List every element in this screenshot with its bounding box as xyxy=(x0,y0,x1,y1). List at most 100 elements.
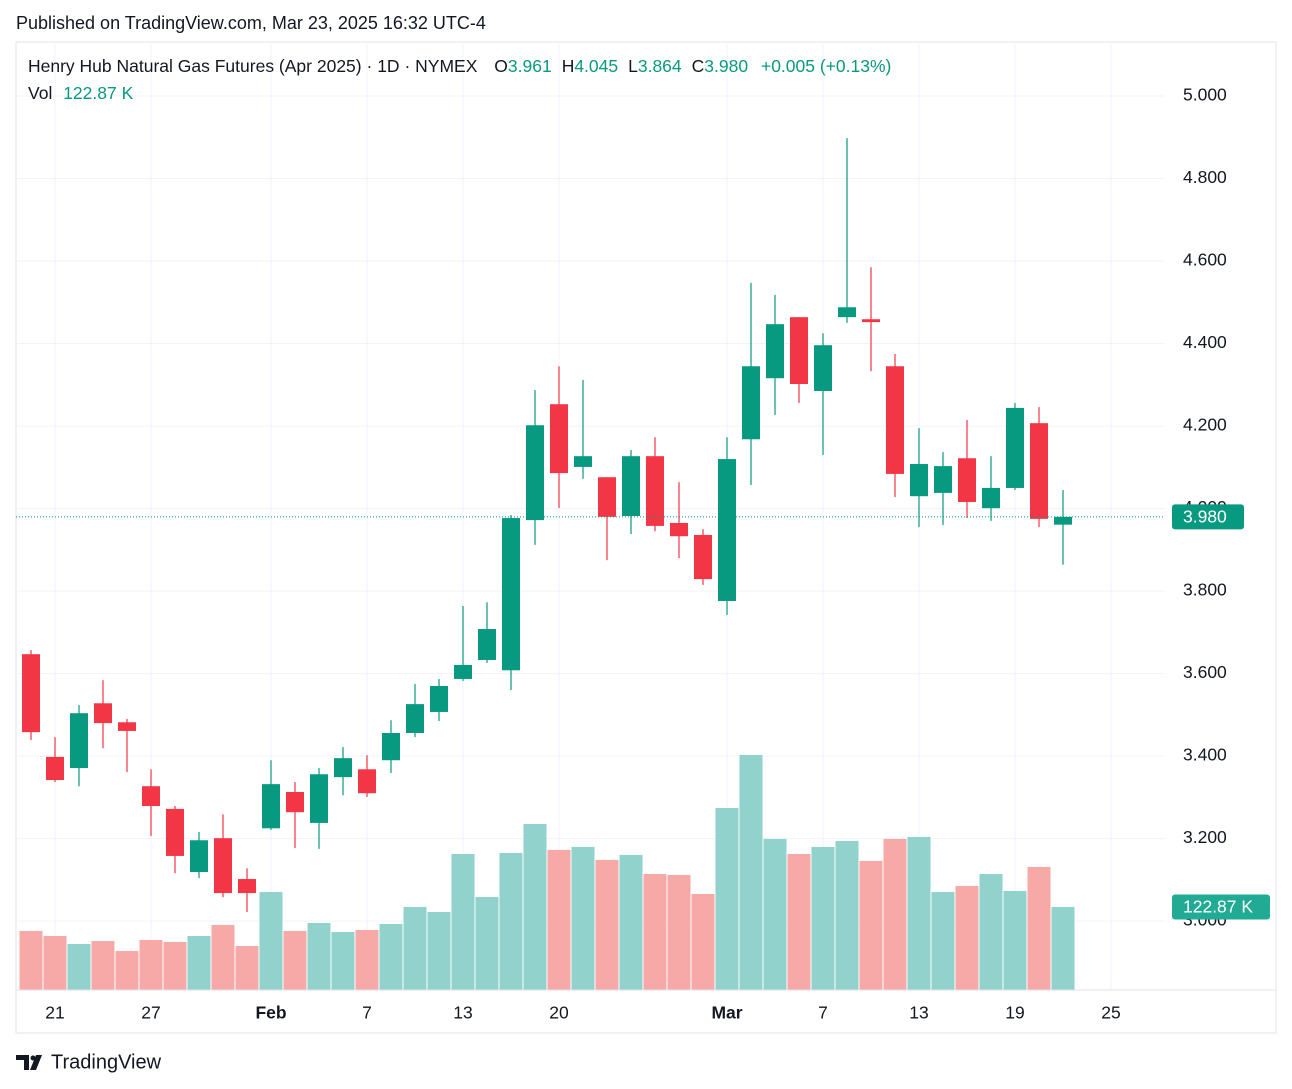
candle-body xyxy=(910,464,928,497)
brand-name: TradingView xyxy=(51,1051,162,1073)
volume-bar xyxy=(763,838,787,990)
volume-bar xyxy=(859,860,883,990)
y-tick-label: 3.200 xyxy=(1183,827,1227,847)
ohlc-value: 4.045 xyxy=(574,56,619,76)
candle-body xyxy=(454,664,472,679)
y-tick-label: 4.600 xyxy=(1183,250,1227,270)
logo-mark xyxy=(16,1055,42,1070)
candle-body xyxy=(1030,423,1048,519)
candle-body xyxy=(262,784,280,829)
volume-bar xyxy=(835,840,859,990)
candle-body xyxy=(46,756,64,781)
volume-bar xyxy=(643,873,667,990)
x-tick-label: 21 xyxy=(45,1003,64,1023)
candle-body xyxy=(1006,407,1024,488)
chart-frame xyxy=(15,41,1277,1034)
ohlc-label: H xyxy=(561,56,575,76)
symbol-title: Henry Hub Natural Gas Futures (Apr 2025) xyxy=(28,56,362,76)
volume-bar xyxy=(499,852,523,990)
x-tick-label: Feb xyxy=(255,1003,286,1023)
ohlc-label: L xyxy=(628,56,638,76)
candle-body xyxy=(958,458,976,502)
brand-logo: TradingView xyxy=(16,1051,162,1073)
ohlc-label: C xyxy=(691,56,705,76)
y-tick-label: 3.400 xyxy=(1183,745,1227,765)
exchange: NYMEX xyxy=(415,56,478,76)
x-tick-label: 20 xyxy=(549,1003,569,1023)
y-tick-label: 5.000 xyxy=(1183,85,1227,105)
volume-bar xyxy=(979,873,1003,990)
candle-body xyxy=(430,685,448,712)
candle-body xyxy=(166,808,184,856)
candle-body xyxy=(574,456,592,467)
x-tick-label: Mar xyxy=(711,1003,742,1023)
last-price-box xyxy=(1172,504,1244,530)
volume-bar xyxy=(739,754,763,990)
volume-bar xyxy=(283,931,307,990)
volume-bar xyxy=(955,885,979,990)
volume-bar xyxy=(331,931,355,990)
volume-bar xyxy=(379,923,403,990)
volume-name: Vol xyxy=(28,83,53,103)
volume-bar xyxy=(883,838,907,990)
candle-body xyxy=(742,366,760,440)
candle-body xyxy=(214,838,232,894)
ohlc-label: O xyxy=(494,56,508,76)
volume-bar xyxy=(451,853,475,990)
grid xyxy=(16,42,1165,990)
candle-body xyxy=(718,459,736,601)
volume-legend: Vol 122.87 K xyxy=(28,83,133,104)
candle-body xyxy=(382,732,400,761)
volume-bar xyxy=(259,891,283,990)
y-tick-label: 4.200 xyxy=(1183,415,1227,435)
interval: 1D xyxy=(377,56,400,76)
candle-body xyxy=(694,534,712,580)
candle-body xyxy=(814,345,832,392)
candle-body xyxy=(550,404,568,474)
volume-bar xyxy=(139,939,163,990)
candle-body xyxy=(22,654,40,733)
last-volume-box xyxy=(1172,894,1270,920)
volume-bar xyxy=(235,946,259,990)
candle-body xyxy=(118,722,136,731)
volume-bar xyxy=(571,846,595,990)
candle-body xyxy=(142,786,160,807)
candle-body xyxy=(766,324,784,379)
volume-bar xyxy=(403,906,427,990)
candle-body xyxy=(598,477,616,517)
x-tick-label: 7 xyxy=(362,1003,372,1023)
volume-bar xyxy=(475,896,499,990)
volume-bar xyxy=(547,849,571,990)
candle-body xyxy=(334,758,352,778)
candle-body xyxy=(862,319,880,323)
separator: · xyxy=(404,56,416,76)
candle-body xyxy=(94,703,112,724)
candle-body xyxy=(310,774,328,823)
candle-body xyxy=(190,840,208,873)
volume-bar xyxy=(619,854,643,990)
volume-bar xyxy=(187,936,211,990)
logo-dot xyxy=(30,1055,36,1061)
candle-body xyxy=(934,466,952,493)
last-volume-label: 122.87 K xyxy=(1183,897,1253,917)
volume-bar xyxy=(1051,906,1075,990)
volume-bar xyxy=(667,874,691,990)
volume-bar xyxy=(211,924,235,990)
candle-body xyxy=(670,523,688,537)
candle-body xyxy=(70,713,88,769)
y-tick-label: 4.400 xyxy=(1183,332,1227,352)
ohlc-value: 3.864 xyxy=(637,56,682,76)
candle-body xyxy=(1054,516,1072,525)
volume-bar xyxy=(43,936,67,990)
x-tick-label: 13 xyxy=(909,1003,928,1023)
volume-last: 122.87 K xyxy=(63,83,134,103)
volume-bar xyxy=(91,941,115,990)
volume-bar xyxy=(811,846,835,990)
published-note: Published on TradingView.com, Mar 23, 20… xyxy=(16,13,486,33)
axes: 3.0003.2003.4003.6003.8004.0004.2004.400… xyxy=(16,85,1276,1023)
volume-bar xyxy=(355,929,379,990)
candle-body xyxy=(526,425,544,521)
volume-bar xyxy=(787,853,811,990)
